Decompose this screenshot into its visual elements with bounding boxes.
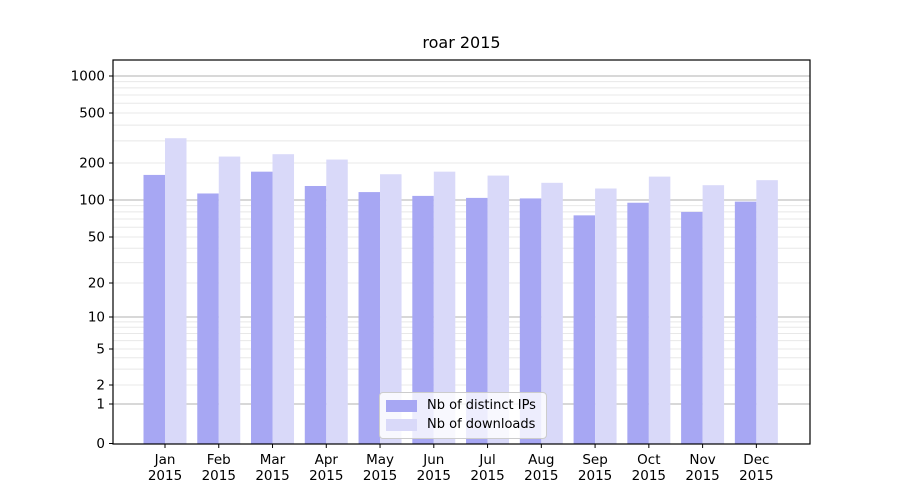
x-tick-label-month: Jan [154,452,176,468]
legend-label: Nb of distinct IPs [427,398,536,413]
y-tick-label: 20 [88,276,105,292]
legend: Nb of distinct IPs Nb of downloads [379,392,547,439]
bar-downloads [541,182,563,444]
x-tick-label-month: Dec [743,452,769,468]
y-tick-label: 200 [79,156,105,172]
y-tick-label: 10 [88,310,105,326]
y-tick-label: 0 [96,436,105,452]
x-tick-label-month: Sep [582,452,607,468]
x-tick-label-year: 2015 [148,468,182,484]
legend-label: Nb of downloads [427,417,536,432]
bar-downloads [165,138,187,444]
bar-downloads [218,156,241,444]
y-tick-label: 500 [79,106,105,122]
x-tick-label-year: 2015 [470,468,504,484]
x-tick-label-month: Jul [478,452,495,468]
bar-downloads [756,180,778,444]
bar-downloads [595,188,617,444]
y-tick-label: 2 [96,378,105,394]
x-tick-label-year: 2015 [255,468,289,484]
x-tick-label-month: Nov [689,452,715,468]
bar-downloads [433,171,456,444]
bar-distinct-ips [466,197,488,444]
x-tick-label-year: 2015 [417,468,451,484]
y-tick-label: 1 [96,397,105,413]
x-tick-label-year: 2015 [363,468,397,484]
bar-distinct-ips [681,211,703,444]
bar-distinct-ips [358,192,381,444]
bar-distinct-ips [304,185,327,444]
x-tick-label-year: 2015 [309,468,343,484]
y-tick-label: 100 [79,193,105,209]
bar-downloads [326,159,348,444]
plot-frame [112,59,811,445]
x-tick-label-year: 2015 [632,468,666,484]
bar-downloads [272,154,295,444]
legend-item-distinct-ips: Nb of distinct IPs [386,398,536,413]
x-tick-label-year: 2015 [202,468,236,484]
chart-title: roar 2015 [422,33,501,52]
y-tick-label: 5 [96,342,105,358]
x-tick-label-month: Apr [315,452,339,468]
bar-distinct-ips [519,198,542,444]
x-tick-label-month: Oct [637,452,660,468]
x-tick-label-year: 2015 [685,468,719,484]
bar-downloads [648,176,671,444]
bar-downloads [380,174,402,444]
x-tick-label-year: 2015 [739,468,773,484]
y-tick-label: 1000 [71,69,105,85]
x-tick-label-year: 2015 [524,468,558,484]
bar-distinct-ips [627,202,649,444]
legend-swatch-downloads [386,418,417,431]
legend-item-downloads: Nb of downloads [386,417,536,432]
bar-distinct-ips [143,174,165,444]
y-tick-label: 50 [88,230,105,246]
bar-distinct-ips [197,193,219,444]
bar-downloads [487,175,510,444]
bar-distinct-ips [734,201,757,444]
bar-downloads [702,185,725,444]
x-tick-label-month: Jun [422,452,444,468]
x-tick-label-month: Feb [207,452,231,468]
bar-distinct-ips [251,171,273,444]
x-tick-label-month: May [366,452,394,468]
x-tick-label-year: 2015 [578,468,612,484]
bar-distinct-ips [412,195,434,444]
x-tick-label-month: Aug [528,452,554,468]
legend-swatch-distinct-ips [386,399,417,412]
bar-distinct-ips [573,215,596,444]
x-tick-label-month: Mar [260,452,286,468]
